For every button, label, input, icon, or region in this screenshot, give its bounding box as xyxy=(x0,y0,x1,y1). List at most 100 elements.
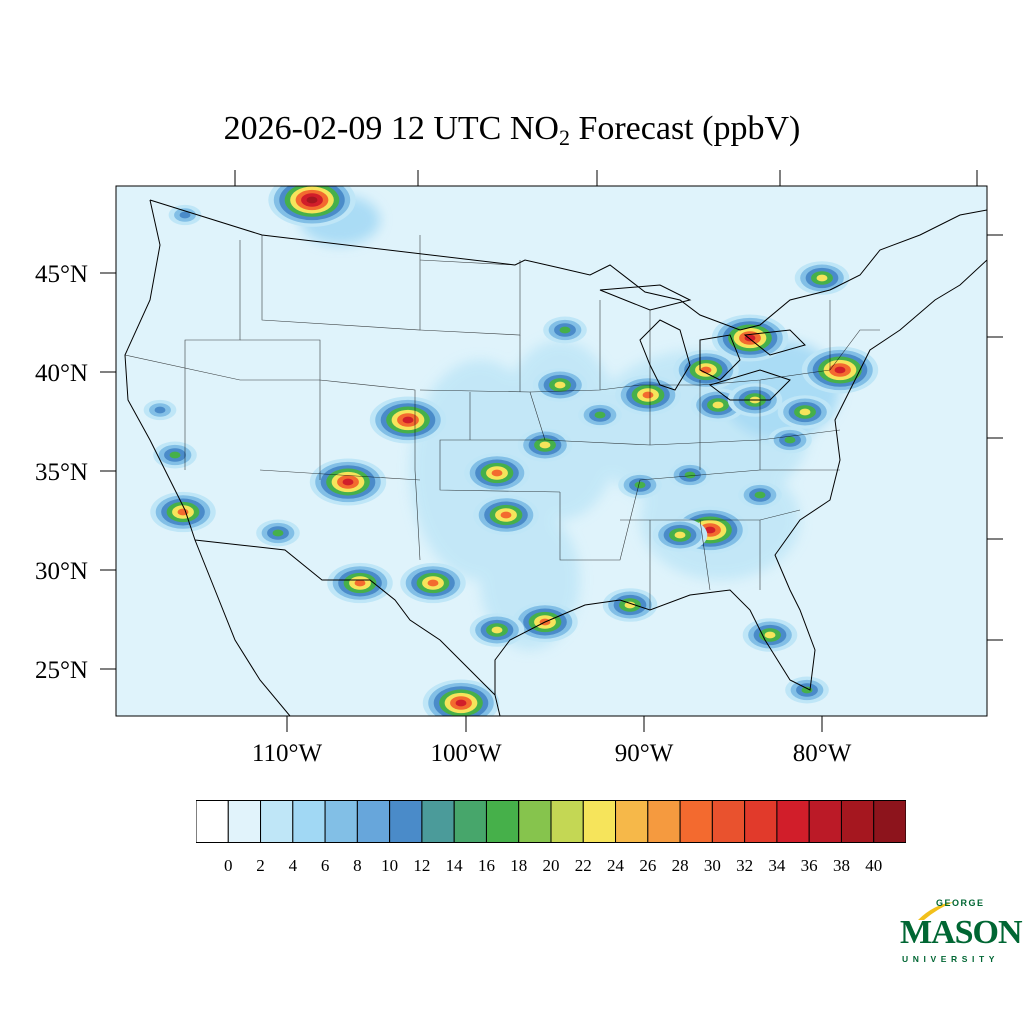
right-ticks xyxy=(987,234,1003,641)
colorbar-swatch-10 xyxy=(518,800,552,843)
colorbar-tick-26: 26 xyxy=(639,856,657,875)
gmu-logo: GEORGE MASON UNIVERSITY xyxy=(898,898,1023,968)
hotspot-calgary xyxy=(268,186,356,227)
colorbar-tick-12: 12 xyxy=(413,856,431,875)
colorbar-swatch-18 xyxy=(776,800,810,843)
hotspot-dallas xyxy=(473,494,539,536)
map-frame xyxy=(115,185,988,717)
hotspot-new-orleans xyxy=(602,588,658,622)
hotspot-seattle xyxy=(168,204,202,226)
lat-label-25: 25°N xyxy=(35,657,88,684)
colorbar-tick-0: 0 xyxy=(224,856,233,875)
colorbar-swatch-1 xyxy=(227,800,262,843)
colorbar-tick-2: 2 xyxy=(256,856,265,875)
hotspot-tampa xyxy=(742,618,798,652)
colorbar-swatch-2 xyxy=(260,800,294,843)
colorbar-tick-34: 34 xyxy=(768,856,786,875)
lon-label-80: 80°W xyxy=(793,740,852,767)
chart-title: 2026-02-09 12 UTC NO2 Forecast (ppbV) xyxy=(0,110,1024,151)
hotspot-permian-basin xyxy=(400,562,466,604)
colorbar-swatch-9 xyxy=(485,800,520,843)
colorbar xyxy=(196,800,906,843)
title-prefix: 2026-02-09 12 UTC NO xyxy=(223,110,559,147)
hotspot-minneapolis xyxy=(543,316,587,344)
colorbar-swatch-8 xyxy=(453,800,487,843)
colorbar-tick-38: 38 xyxy=(832,856,850,875)
colorbar-tick-40: 40 xyxy=(865,856,883,875)
state-lines xyxy=(124,235,880,610)
colorbar-tick-20: 20 xyxy=(542,856,560,875)
logo-university: UNIVERSITY xyxy=(902,954,1000,964)
hotspot-el-paso xyxy=(327,562,393,604)
colorbar-swatch-14 xyxy=(647,800,681,843)
left-ticks xyxy=(100,272,116,670)
colorbar-swatch-15 xyxy=(679,800,713,843)
hotspot-san-diego xyxy=(150,491,216,533)
hotspot-albuquerque xyxy=(309,458,387,506)
hotspot-oklahoma-city xyxy=(464,452,530,494)
colorbar-tick-4: 4 xyxy=(288,856,298,875)
hotspot-denver xyxy=(369,396,447,444)
hotspot-washington-dc xyxy=(768,426,812,454)
colorbar-tick-24: 24 xyxy=(607,856,625,875)
colorbar-tick-36: 36 xyxy=(800,856,818,875)
hotspot-kansas-city xyxy=(532,368,588,402)
hotspot-tulsa xyxy=(517,428,573,462)
title-suffix: Forecast (ppbV) xyxy=(569,110,801,147)
colorbar-tick-6: 6 xyxy=(320,856,330,875)
colorbar-swatch-20 xyxy=(840,800,875,843)
colorbar-swatch-6 xyxy=(389,800,423,843)
no2-hotspots xyxy=(143,186,879,716)
colorbar-tick-16: 16 xyxy=(477,856,495,875)
lat-label-45: 45°N xyxy=(35,261,88,288)
colorbar-swatch-11 xyxy=(550,800,584,843)
title-subscript: 2 xyxy=(558,125,570,150)
hotspot-san-antonio xyxy=(469,613,525,647)
colorbar-tick-22: 22 xyxy=(574,856,592,875)
logo-george: GEORGE xyxy=(936,898,985,908)
logo-swoosh-icon xyxy=(918,902,954,920)
lat-label-30: 30°N xyxy=(35,558,88,585)
colorbar-swatch-13 xyxy=(615,800,649,843)
hotspot-toronto xyxy=(711,314,789,362)
colorbar-tick-28: 28 xyxy=(671,856,689,875)
hotspot-bay-area xyxy=(143,399,177,421)
hotspot-ottawa xyxy=(794,261,850,295)
hotspot-memphis xyxy=(618,471,662,499)
colorbar-swatch-7 xyxy=(421,800,455,843)
hotspot-philadelphia xyxy=(777,395,833,429)
lon-label-90: 90°W xyxy=(615,740,674,767)
colorbar-swatch-3 xyxy=(292,800,326,843)
logo-mason: MASON xyxy=(900,914,1023,951)
hotspot-new-york xyxy=(801,346,879,394)
lon-label-100: 100°W xyxy=(430,740,501,767)
colorbar-swatch-16 xyxy=(711,800,746,843)
colorbar-tick-30: 30 xyxy=(703,856,721,875)
colorbar-swatch-19 xyxy=(808,800,842,843)
hotspot-nashville xyxy=(668,461,712,489)
colorbar-tick-14: 14 xyxy=(445,856,463,875)
colorbar-swatch-0 xyxy=(196,800,229,843)
lat-label-40: 40°N xyxy=(35,360,88,387)
colorbar-tick-18: 18 xyxy=(510,856,528,875)
colorbar-swatch-5 xyxy=(356,800,391,843)
hotspot-monterrey xyxy=(422,679,500,716)
colorbar-swatch-17 xyxy=(744,800,778,843)
colorbar-tick-10: 10 xyxy=(381,856,399,875)
hotspot-birmingham xyxy=(652,518,708,552)
hotspot-los-angeles xyxy=(153,441,197,469)
hotspot-st-louis xyxy=(578,401,622,429)
colorbar-swatch-21 xyxy=(873,800,906,843)
hotspot-chicago xyxy=(615,374,681,416)
lon-label-110: 110°W xyxy=(252,740,323,767)
hotspot-phoenix xyxy=(256,519,300,547)
lat-label-35: 35°N xyxy=(35,459,88,486)
bottom-ticks xyxy=(286,716,823,732)
colorbar-swatch-4 xyxy=(324,800,358,843)
colorbar-tick-8: 8 xyxy=(353,856,362,875)
borders xyxy=(124,199,987,716)
colorbar-tick-32: 32 xyxy=(736,856,754,875)
hotspot-charlotte xyxy=(738,481,782,509)
top-ticks xyxy=(234,170,978,186)
